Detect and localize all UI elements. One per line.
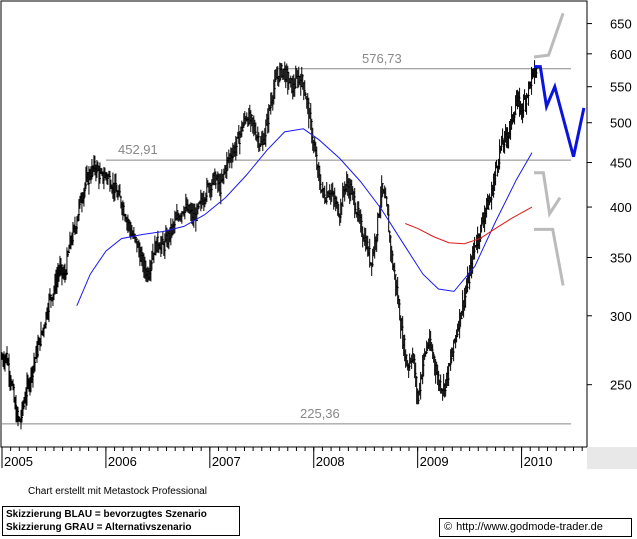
level-label: 225,36 — [300, 406, 340, 421]
moving-averages — [76, 128, 533, 306]
scenario-grey-path — [534, 227, 565, 286]
y-tick-label: 650 — [610, 17, 632, 32]
copyright-icon: © — [444, 521, 453, 533]
scenario-grey-path — [533, 12, 565, 59]
corner-patch — [587, 447, 637, 469]
chart-credit: Chart erstellt mit Metastock Professiona… — [28, 486, 207, 497]
ma-blue-line — [76, 128, 533, 306]
legend-grey-scenario: Skizzierung GRAU = Alternativszenario — [6, 522, 192, 533]
level-label: 452,91 — [118, 142, 158, 157]
x-tick-label: 2010 — [524, 454, 553, 469]
x-tick-label: 2006 — [108, 454, 137, 469]
scenario-grey-path — [534, 171, 562, 218]
x-tick-label: 2005 — [4, 454, 33, 469]
y-tick-label: 250 — [610, 378, 632, 393]
legend-blue-scenario: Skizzierung BLAU = bevorzugtes Szenario — [6, 509, 207, 520]
source-url[interactable]: http://www.godmode-trader.de — [456, 521, 603, 533]
y-tick-label: 450 — [610, 156, 632, 171]
y-tick-label: 350 — [610, 251, 632, 266]
x-axis: 2005 2006 2007 2008 2009 2010 — [1, 447, 583, 469]
y-tick-label: 300 — [610, 309, 632, 324]
y-axis: 250 300 350 400 450 500 550 600 650 — [587, 17, 632, 393]
price-bars — [1, 60, 539, 430]
source-link[interactable]: © http://www.godmode-trader.de — [439, 518, 632, 537]
x-tick-label: 2007 — [212, 454, 241, 469]
x-tick-label: 2009 — [420, 454, 449, 469]
scenario-blue-path — [534, 65, 586, 158]
scenario-sketches — [533, 12, 586, 286]
x-tick-label: 2008 — [316, 454, 345, 469]
y-tick-label: 550 — [610, 80, 632, 95]
y-tick-label: 500 — [610, 116, 632, 131]
plot-frame — [0, 0, 588, 448]
y-tick-label: 600 — [610, 47, 632, 62]
ma-red-line — [405, 206, 533, 245]
level-label: 576,73 — [362, 51, 402, 66]
y-tick-label: 400 — [610, 200, 632, 215]
scenario-legend-box: Skizzierung BLAU = bevorzugtes Szenario … — [2, 506, 240, 536]
level-lines: 576,73 452,91 225,36 — [2, 51, 571, 425]
